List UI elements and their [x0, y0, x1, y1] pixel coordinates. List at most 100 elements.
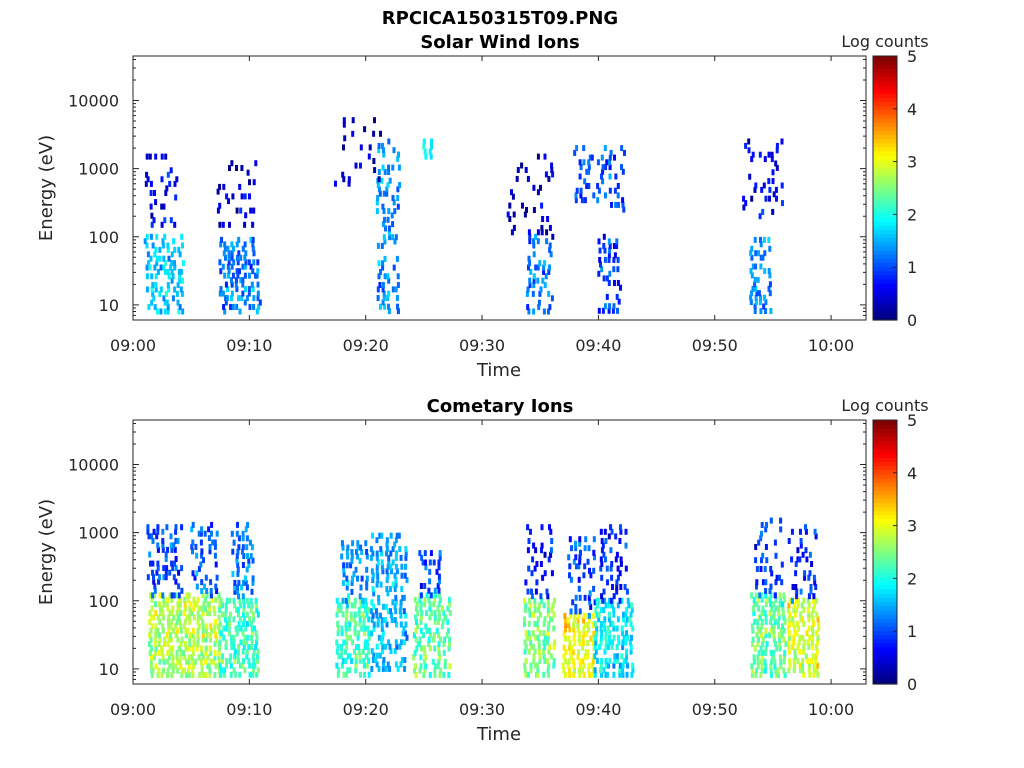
heatmap-cell: [807, 602, 811, 609]
heatmap-cell: [542, 630, 546, 637]
heatmap-cell: [256, 611, 260, 618]
heatmap-cell: [178, 645, 182, 652]
heatmap-cell: [251, 579, 255, 586]
heatmap-cell: [372, 603, 376, 610]
heatmap-cell: [600, 657, 604, 664]
heatmap-cell: [152, 295, 156, 302]
heatmap-cell: [167, 618, 170, 625]
heatmap-cell: [215, 574, 219, 581]
heatmap-cell: [531, 290, 535, 297]
heatmap-cell: [616, 565, 620, 572]
heatmap-cell: [562, 653, 566, 660]
heatmap-cell: [757, 539, 761, 546]
heatmap-cell: [180, 290, 184, 297]
heatmap-cell: [145, 273, 149, 280]
heatmap-cell: [788, 597, 792, 604]
heatmap-cell: [387, 225, 391, 232]
heatmap-cell: [205, 610, 209, 617]
heatmap-cell: [248, 662, 252, 669]
heatmap-cell: [254, 597, 258, 604]
colorbar-swatch: [873, 113, 897, 119]
heatmap-cell: [573, 640, 577, 647]
heatmap-cell: [227, 625, 231, 632]
heatmap-cell: [582, 145, 586, 152]
panel-cometary-ions: Cometary Ions 09:00 09:10 09:20 09:30 09:40 0…: [36, 396, 929, 745]
heatmap-cell: [602, 667, 606, 674]
y-axis-label: Energy (eV): [36, 499, 57, 605]
heatmap-cell: [578, 671, 582, 678]
heatmap-cell: [626, 634, 629, 641]
heatmap-cell: [599, 565, 603, 572]
heatmap-cell: [160, 203, 164, 210]
heatmap-cell: [174, 537, 178, 544]
heatmap-cell: [169, 649, 173, 656]
heatmap-cell: [622, 206, 626, 213]
heatmap-cell: [236, 548, 240, 555]
heatmap-cell: [354, 566, 358, 573]
heatmap-cell: [372, 625, 376, 632]
heatmap-cell: [359, 144, 363, 151]
heatmap-cell: [255, 607, 259, 613]
heatmap-cell: [808, 570, 812, 577]
heatmap-cell: [393, 648, 397, 655]
heatmap-cell: [548, 246, 552, 253]
colorbar-swatch: [873, 465, 897, 471]
heatmap-cell: [608, 630, 612, 637]
heatmap-cell: [342, 121, 346, 128]
heatmap-cell: [750, 592, 754, 599]
heatmap-cell: [381, 282, 385, 288]
heatmap-cell: [391, 559, 395, 566]
heatmap-cell: [169, 264, 173, 271]
heatmap-cell: [528, 634, 532, 641]
heatmap-cell: [378, 190, 382, 197]
colorbar-swatch: [873, 150, 897, 156]
heatmap-cell: [203, 583, 206, 590]
heatmap-cell: [604, 662, 608, 669]
heatmap-cell: [176, 601, 180, 608]
heatmap-cell: [607, 307, 611, 314]
heatmap-cell: [357, 630, 361, 637]
heatmap-cell: [611, 307, 615, 314]
heatmap-cell: [218, 259, 222, 266]
heatmap-cell: [772, 649, 776, 656]
heatmap-cell: [610, 574, 614, 581]
heatmap-cell: [166, 546, 169, 553]
heatmap-cell: [196, 596, 200, 603]
heatmap-cell: [171, 663, 175, 670]
heatmap-cell: [769, 517, 773, 524]
heatmap-cell: [337, 602, 341, 609]
heatmap-cell: [418, 667, 422, 674]
heatmap-cell: [533, 648, 537, 655]
heatmap-cell: [433, 618, 437, 625]
colorbar-swatch: [873, 245, 897, 251]
heatmap-cell: [236, 562, 240, 568]
heatmap-cell: [398, 546, 402, 553]
heatmap-cell: [425, 627, 429, 634]
heatmap-cell: [549, 528, 553, 535]
heatmap-cell: [256, 667, 260, 674]
heatmap-cell: [167, 255, 171, 262]
heatmap-cell: [756, 658, 760, 665]
heatmap-cell: [191, 632, 195, 639]
heatmap-cell: [624, 528, 628, 535]
heatmap-cell: [587, 617, 591, 624]
heatmap-cell: [185, 592, 189, 599]
heatmap-cell: [600, 593, 604, 600]
heatmap-cell: [191, 658, 195, 665]
heatmap-cell: [244, 625, 248, 632]
heatmap-cell: [215, 588, 219, 594]
heatmap-cell: [208, 610, 211, 617]
colorbar-swatch: [873, 589, 897, 594]
heatmap-cell: [621, 644, 625, 650]
heatmap-cell: [244, 259, 248, 266]
heatmap-cell: [183, 654, 187, 661]
heatmap-cell: [252, 259, 256, 266]
heatmap-cell: [176, 299, 180, 306]
heatmap-cell: [511, 193, 515, 200]
heatmap-cell: [529, 528, 532, 535]
heatmap-cell: [243, 254, 247, 261]
heatmap-cell: [424, 623, 428, 630]
heatmap-cell: [524, 644, 528, 650]
heatmap-cell: [607, 662, 611, 669]
heatmap-cell: [596, 197, 600, 204]
